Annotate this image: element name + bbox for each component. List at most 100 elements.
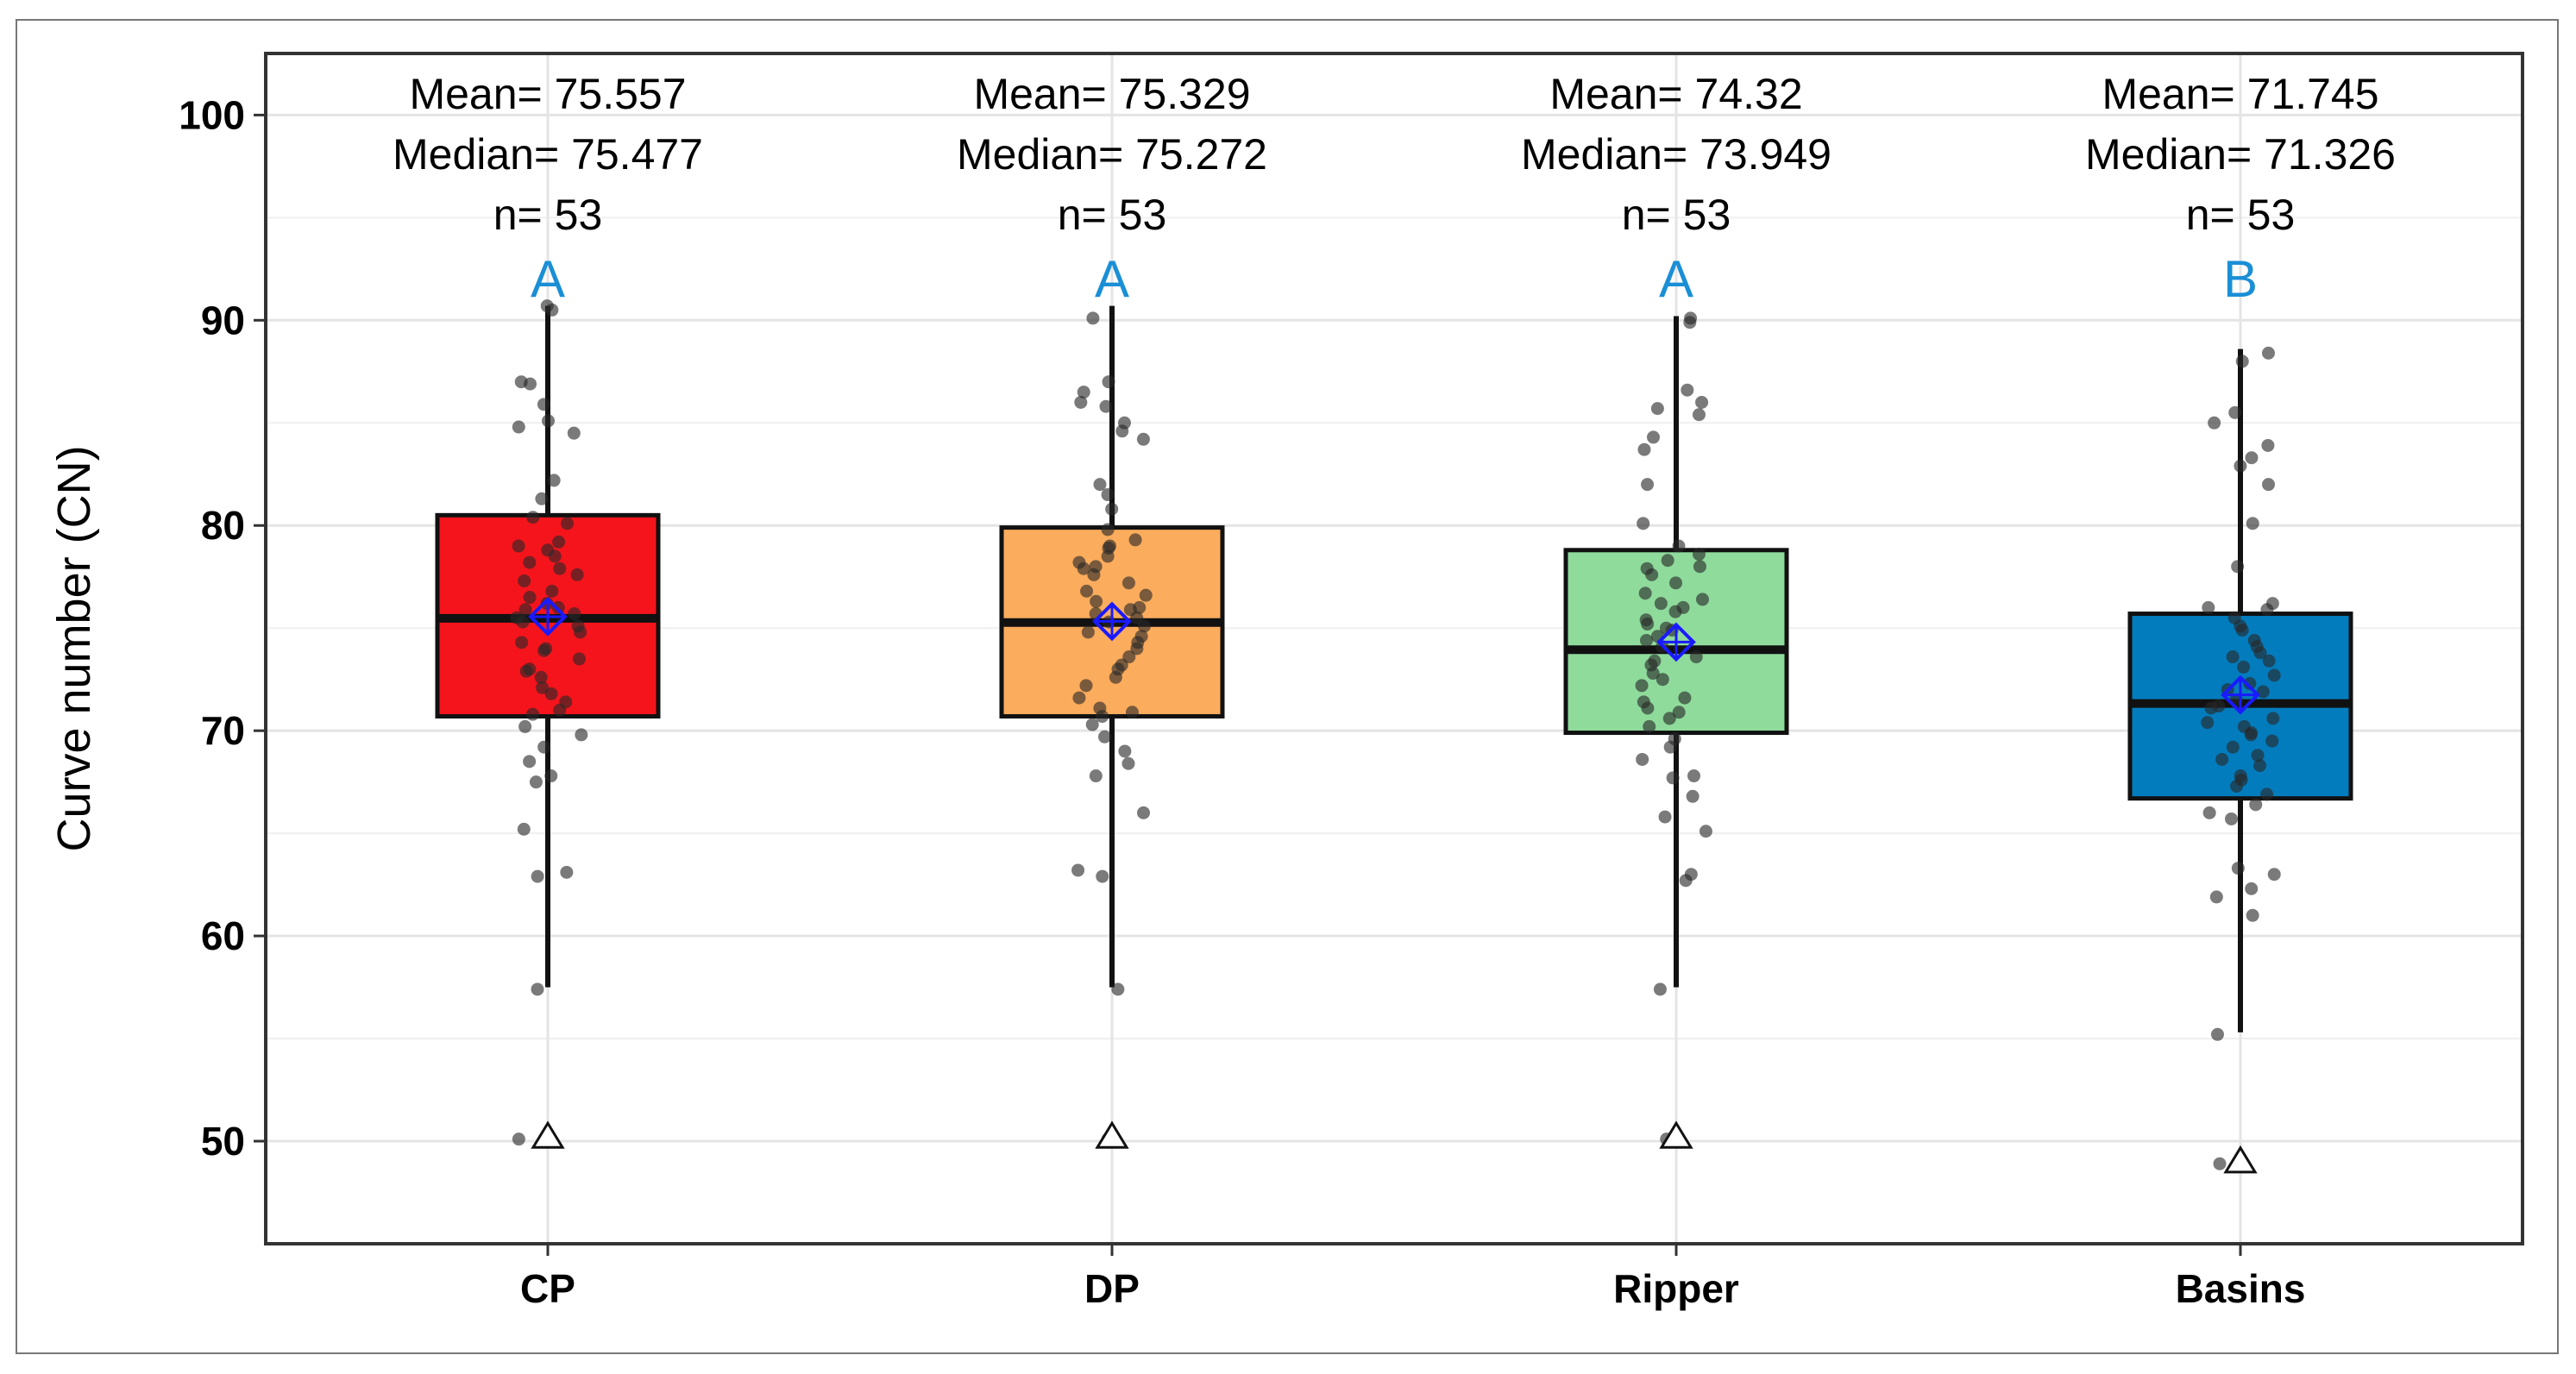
boxplot-chart: Mean= 75.557 Median= 75.477 n= 53 A Mean= 75…: [48, 52, 2524, 1311]
data-point: [1101, 549, 1115, 563]
data-point: [1683, 316, 1697, 329]
data-point: [535, 492, 549, 505]
axis-layer: 50 60 70 80 90 100 CP DP Ripper Basins: [179, 92, 2305, 1311]
label-layer: Mean= 75.557 Median= 75.477 n= 53 A Mean= 75…: [393, 70, 2396, 308]
data-point: [539, 642, 553, 656]
data-point: [1650, 402, 1664, 416]
data-point: [2208, 416, 2221, 430]
data-point: [1096, 869, 1109, 883]
data-point: [1096, 710, 1109, 724]
y-axis-title: Curve number (CN): [48, 445, 100, 851]
data-point: [537, 398, 550, 411]
data-point: [575, 728, 588, 742]
data-point: [552, 535, 566, 549]
data-point: [1089, 769, 1103, 783]
data-point: [1692, 408, 1706, 422]
data-point: [1071, 863, 1085, 877]
data-point: [1687, 769, 1701, 783]
data-point: [517, 822, 531, 836]
significance-letter: A: [1095, 250, 1129, 308]
data-point: [1641, 617, 1655, 631]
data-point: [2267, 668, 2281, 682]
data-point: [1131, 636, 1145, 649]
median-label: Median= 73.949: [1521, 130, 1831, 179]
data-point: [2253, 759, 2267, 773]
data-point: [2235, 624, 2249, 637]
data-point: [525, 707, 539, 721]
data-point: [1692, 548, 1706, 562]
data-point: [1676, 600, 1690, 614]
data-point: [2234, 773, 2248, 787]
data-point: [1139, 588, 1153, 602]
data-point: [1643, 719, 1656, 733]
data-point: [2243, 676, 2257, 690]
point-layer: [510, 299, 2281, 1174]
median-label: Median= 75.477: [393, 130, 703, 179]
data-point: [2265, 734, 2279, 748]
data-point: [1077, 386, 1090, 399]
data-point: [1086, 311, 1100, 325]
outlier-marker: [1095, 1120, 1129, 1149]
data-point: [544, 769, 558, 783]
data-point: [1128, 533, 1142, 547]
data-point: [1097, 730, 1111, 743]
data-point: [1695, 395, 1709, 409]
data-point: [1122, 576, 1135, 590]
mean-label: Mean= 75.557: [409, 70, 686, 118]
data-point: [2210, 1027, 2224, 1041]
data-point: [2209, 890, 2223, 904]
data-point: [1662, 712, 1676, 725]
data-point: [1641, 478, 1655, 492]
data-point: [2251, 749, 2265, 762]
y-tick-label: 60: [201, 913, 245, 958]
data-point: [2246, 908, 2259, 922]
figure-frame: Mean= 75.557 Median= 75.477 n= 53 A Mean= 75…: [16, 19, 2559, 1354]
data-point: [534, 670, 548, 684]
data-point: [1122, 650, 1136, 664]
data-point: [1635, 679, 1649, 693]
significance-letter: B: [2223, 250, 2258, 308]
y-tick-label: 90: [201, 298, 245, 342]
data-point: [537, 740, 551, 754]
data-point: [1686, 789, 1700, 803]
data-point: [1105, 502, 1119, 516]
data-point: [1669, 576, 1683, 590]
mean-label: Mean= 75.329: [973, 70, 1250, 118]
data-point: [542, 414, 556, 428]
data-point: [515, 636, 529, 649]
data-point: [1646, 430, 1660, 444]
data-point: [531, 869, 544, 883]
data-point: [561, 517, 575, 530]
data-point: [1639, 633, 1653, 647]
data-point: [1640, 562, 1654, 575]
data-point: [1133, 600, 1147, 614]
data-point: [1099, 399, 1113, 413]
data-point: [2231, 560, 2245, 574]
data-point: [1679, 874, 1693, 888]
data-point: [574, 625, 587, 639]
mean-label: Mean= 71.745: [2102, 70, 2378, 118]
data-point: [567, 426, 581, 440]
mean-label: Mean= 74.32: [1549, 70, 1802, 118]
data-point: [2260, 603, 2274, 617]
data-point: [523, 591, 537, 605]
data-point: [1693, 560, 1706, 574]
data-point: [560, 865, 574, 879]
data-point: [2262, 654, 2276, 668]
data-point: [523, 662, 537, 676]
data-point: [2266, 712, 2280, 725]
data-point: [1637, 695, 1650, 709]
data-point: [1111, 662, 1125, 676]
data-point: [2246, 517, 2259, 530]
data-point: [1093, 478, 1107, 492]
data-point: [2234, 459, 2247, 473]
n-label: n= 53: [493, 191, 603, 239]
data-point: [516, 615, 530, 629]
data-point: [2235, 354, 2249, 368]
data-point: [2212, 700, 2226, 713]
data-point: [2261, 346, 2275, 360]
data-point: [1079, 679, 1093, 693]
median-label: Median= 75.272: [957, 130, 1267, 179]
data-point: [1656, 673, 1669, 687]
x-tick-label: Basins: [2176, 1266, 2306, 1311]
